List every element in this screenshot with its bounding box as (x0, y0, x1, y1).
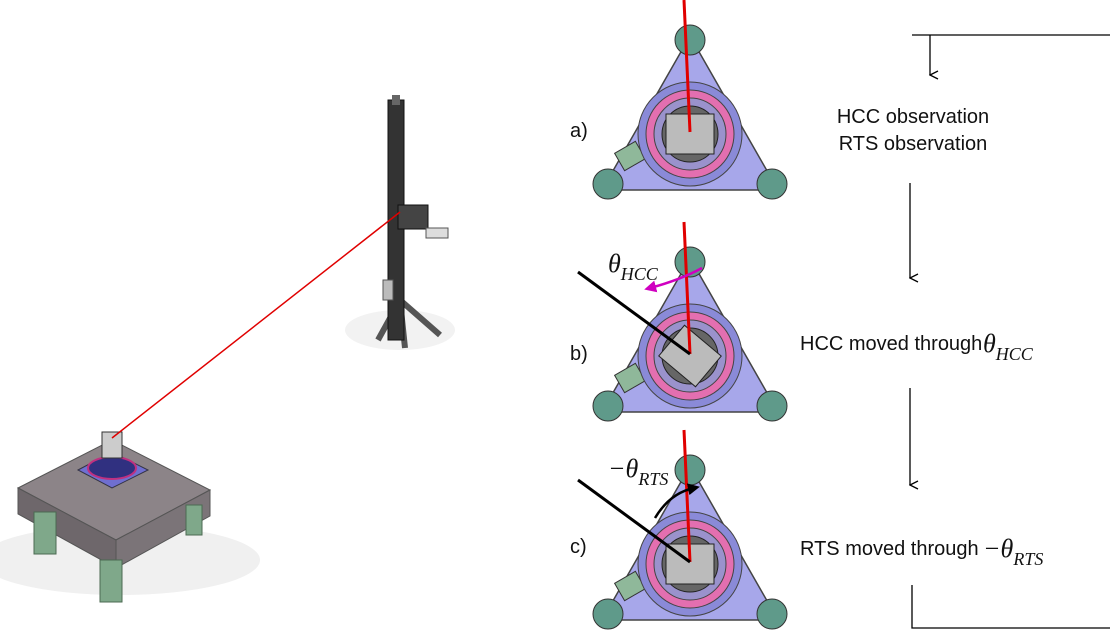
plates (578, 0, 787, 629)
plate-foot (593, 599, 623, 629)
plate-foot (593, 391, 623, 421)
plate-foot (593, 169, 623, 199)
step-description: HCC moved through (800, 333, 982, 355)
plate-angle-label: −θRTS (608, 454, 668, 489)
step-label: b) (570, 343, 588, 365)
step-description: RTS observation (839, 133, 988, 155)
angle-label: −θRTS (983, 534, 1043, 569)
diagram: a) b) c) HCC observation RTS observation… (0, 0, 1115, 634)
setup-illustration (0, 95, 455, 602)
plate-foot (757, 599, 787, 629)
plate-angle-label: θHCC (608, 249, 659, 284)
step-description: HCC observation (837, 106, 989, 128)
step-label: c) (570, 536, 587, 558)
step-description: RTS moved through (800, 538, 979, 560)
step-label: a) (570, 120, 588, 142)
plate-foot (675, 25, 705, 55)
plate-foot (757, 169, 787, 199)
plate-foot (757, 391, 787, 421)
plate-foot (675, 455, 705, 485)
plate (593, 0, 787, 199)
angle-label: θHCC (983, 329, 1034, 364)
plate-foot (675, 247, 705, 277)
